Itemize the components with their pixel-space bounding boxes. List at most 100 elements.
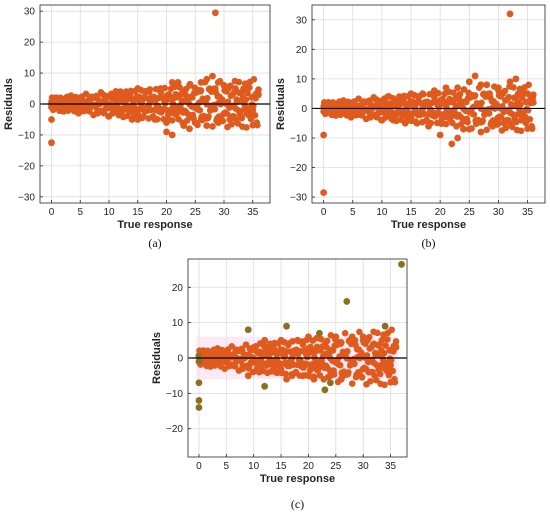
y-tick-label: 20 bbox=[24, 38, 36, 49]
data-point bbox=[321, 386, 329, 394]
data-point bbox=[244, 372, 252, 380]
data-point-cluster bbox=[211, 105, 219, 113]
data-point bbox=[387, 361, 394, 369]
data-point bbox=[283, 375, 290, 383]
data-point bbox=[395, 93, 403, 101]
data-point bbox=[495, 119, 502, 127]
data-point-cluster bbox=[383, 336, 391, 343]
data-point bbox=[243, 88, 251, 96]
data-point bbox=[370, 340, 378, 348]
data-point-cluster bbox=[254, 121, 261, 129]
data-point bbox=[65, 103, 73, 111]
x-tick-label: 20 bbox=[303, 461, 315, 472]
data-point bbox=[355, 110, 362, 118]
data-point bbox=[381, 322, 389, 330]
data-point bbox=[261, 336, 269, 344]
data-point-cluster bbox=[323, 343, 330, 351]
x-axis-label: True response bbox=[117, 219, 192, 231]
x-tick-label: 5 bbox=[350, 207, 356, 218]
data-point bbox=[195, 379, 203, 387]
data-point bbox=[343, 102, 351, 109]
data-point bbox=[310, 375, 318, 383]
data-point-cluster bbox=[234, 120, 242, 127]
data-point bbox=[261, 382, 269, 390]
data-point-cluster bbox=[223, 110, 231, 117]
data-point bbox=[326, 379, 334, 387]
y-tick-label: −20 bbox=[290, 163, 307, 174]
data-point bbox=[337, 375, 345, 383]
data-point-cluster bbox=[485, 110, 493, 117]
data-point-cluster bbox=[380, 349, 388, 357]
data-point-cluster bbox=[517, 127, 525, 135]
data-point-cluster bbox=[381, 381, 388, 389]
data-point bbox=[299, 372, 307, 380]
data-point-cluster bbox=[526, 115, 534, 123]
data-point bbox=[288, 372, 296, 380]
data-point-cluster bbox=[456, 96, 463, 103]
data-point bbox=[117, 88, 124, 96]
data-point bbox=[239, 365, 247, 373]
data-point-cluster bbox=[209, 123, 216, 130]
data-point bbox=[454, 84, 462, 92]
data-point bbox=[134, 85, 142, 92]
data-point bbox=[320, 107, 328, 115]
x-tick-label: 10 bbox=[103, 207, 115, 218]
x-tick-label: 30 bbox=[493, 207, 505, 218]
data-point bbox=[157, 85, 165, 92]
x-tick-label: 5 bbox=[224, 461, 230, 472]
data-point-cluster bbox=[391, 378, 399, 386]
y-axis-label: Residuals bbox=[275, 78, 287, 130]
y-tick-label: 20 bbox=[296, 45, 308, 56]
data-point-cluster bbox=[282, 370, 289, 378]
data-point bbox=[337, 107, 345, 115]
data-point-cluster bbox=[378, 337, 386, 344]
data-point bbox=[348, 336, 356, 344]
data-point-cluster bbox=[517, 101, 524, 108]
y-tick-label: −10 bbox=[290, 133, 307, 144]
data-point-cluster bbox=[374, 329, 381, 337]
x-tick-label: 25 bbox=[464, 207, 476, 218]
data-point bbox=[500, 119, 508, 127]
y-axis-label: Residuals bbox=[3, 78, 15, 130]
data-point bbox=[524, 90, 531, 98]
x-tick-label: 0 bbox=[196, 461, 202, 472]
data-point bbox=[430, 87, 438, 95]
data-point bbox=[305, 333, 312, 341]
x-tick-label: 30 bbox=[218, 207, 230, 218]
x-tick-label: 25 bbox=[190, 207, 202, 218]
data-point bbox=[277, 336, 285, 344]
data-point bbox=[249, 106, 257, 114]
data-point-cluster bbox=[501, 87, 509, 95]
data-point-cluster bbox=[388, 326, 395, 334]
x-tick-label: 15 bbox=[405, 207, 417, 218]
x-tick-label: 10 bbox=[248, 461, 260, 472]
panel-caption: (c) bbox=[291, 497, 304, 511]
data-point bbox=[365, 368, 373, 376]
data-point bbox=[209, 72, 216, 80]
data-point bbox=[134, 116, 142, 123]
data-point-cluster bbox=[182, 91, 189, 98]
data-point-cluster bbox=[204, 94, 211, 102]
data-point-cluster bbox=[351, 360, 358, 368]
data-point-cluster bbox=[242, 96, 250, 104]
data-point bbox=[506, 78, 514, 86]
data-point-cluster bbox=[518, 94, 526, 102]
data-point bbox=[448, 140, 456, 148]
y-tick-label: 0 bbox=[301, 104, 307, 115]
data-point bbox=[460, 125, 467, 133]
y-tick-label: 30 bbox=[24, 7, 36, 18]
x-tick-label: 20 bbox=[435, 207, 447, 218]
data-point bbox=[76, 94, 84, 102]
scatter-chart-a: 0 5 10 15 20 25 30 35 −30 −20 −10 0 10 20 30 True respo… bbox=[3, 4, 271, 250]
data-point bbox=[140, 112, 147, 120]
data-point-cluster bbox=[450, 89, 457, 96]
data-point bbox=[214, 119, 222, 126]
data-point bbox=[163, 119, 170, 126]
data-point-cluster bbox=[389, 367, 397, 375]
data-point bbox=[376, 365, 384, 373]
data-point bbox=[117, 109, 124, 117]
data-point-cluster bbox=[243, 124, 250, 131]
data-point-cluster bbox=[513, 118, 520, 126]
data-point-cluster bbox=[376, 370, 384, 378]
